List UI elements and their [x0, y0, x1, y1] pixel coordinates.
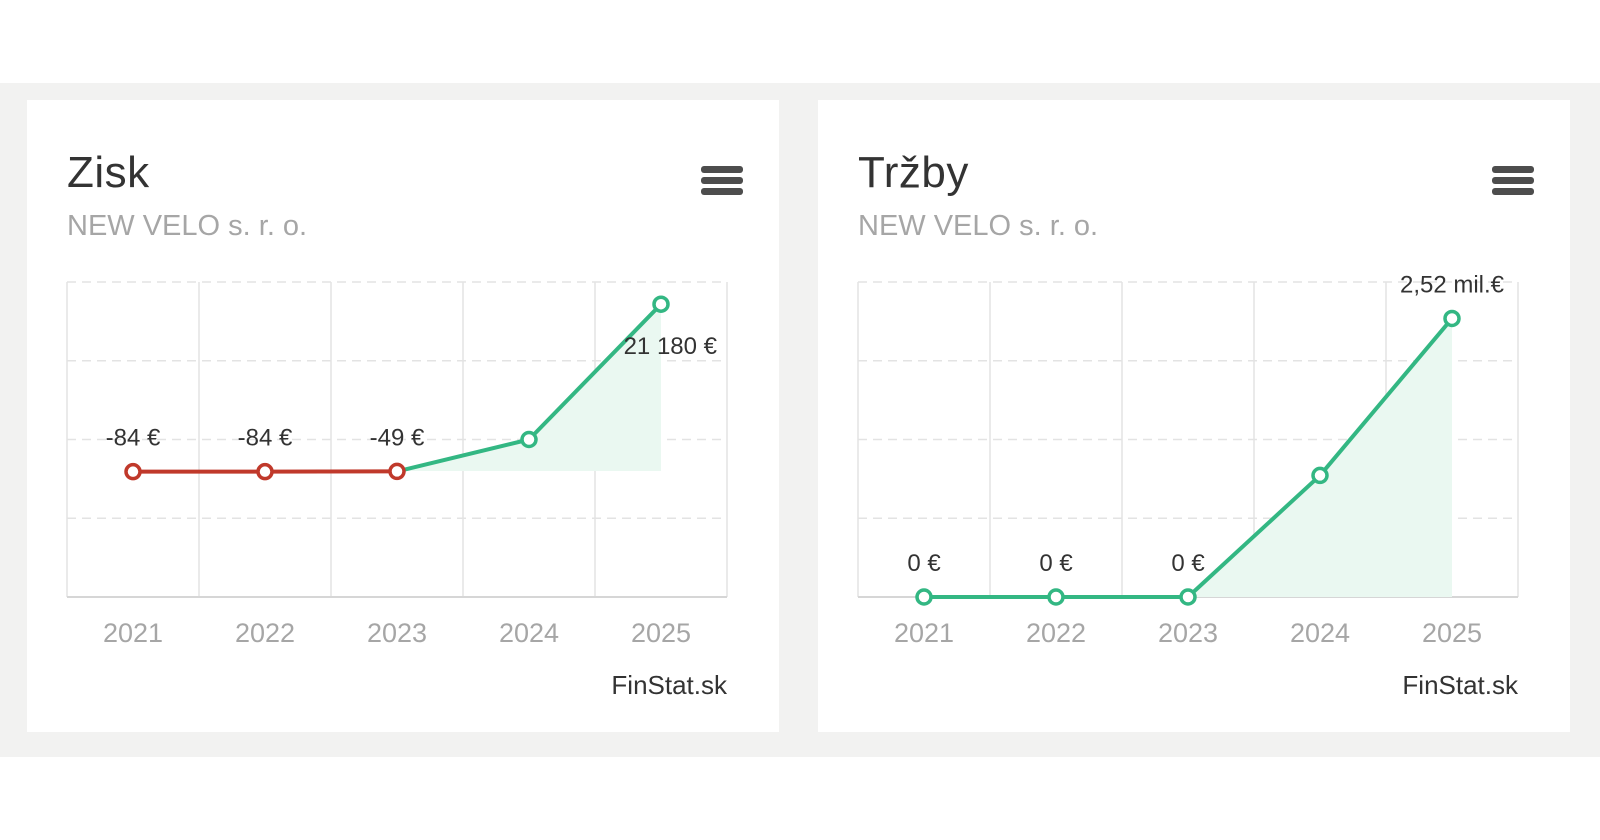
data-point — [388, 462, 406, 481]
chart-subtitle: NEW VELO s. r. o. — [67, 210, 308, 242]
profit-chart-card: Zisk NEW VELO s. r. o. -84 € -84 € -49 € 21… — [27, 100, 779, 732]
data-label: 0 € — [1171, 550, 1205, 577]
hamburger-menu-icon[interactable] — [701, 162, 743, 198]
data-label: -49 € — [370, 424, 425, 451]
x-tick-label: 2024 — [1290, 618, 1350, 648]
data-point — [1443, 309, 1461, 328]
profit-line-chart: -84 € -84 € -49 € 21 180 € 2021 2022 2023 2024 2… — [66, 281, 728, 648]
data-label: 21 180 € — [624, 333, 718, 360]
data-point — [652, 295, 670, 313]
x-tick-label: 2022 — [235, 618, 295, 648]
data-point — [1047, 588, 1065, 606]
finstat-credit-link[interactable]: FinStat.sk — [1402, 670, 1518, 700]
chart-subtitle: NEW VELO s. r. o. — [858, 210, 1099, 242]
x-tick-label: 2023 — [1158, 618, 1218, 648]
series-area — [397, 304, 661, 472]
chart-title: Zisk — [67, 148, 150, 197]
revenue-line-chart: 0 € 0 € 0 € 2,52 mil.€ 2021 2022 2023 2024 2025 — [857, 271, 1519, 648]
chart-title: Tržby — [858, 148, 969, 197]
data-point — [520, 430, 538, 449]
x-tick-label: 2021 — [894, 618, 954, 648]
hamburger-menu-icon[interactable] — [1492, 162, 1534, 198]
revenue-chart-card: Tržby NEW VELO s. r. o. 0 € 0 € 0 € 2,52 mi… — [818, 100, 1570, 732]
data-point — [915, 588, 933, 606]
x-tick-label: 2024 — [499, 618, 559, 648]
finstat-credit-link[interactable]: FinStat.sk — [611, 670, 727, 700]
data-label: 0 € — [1039, 550, 1073, 577]
x-tick-label: 2022 — [1026, 618, 1086, 648]
data-label: 2,52 mil.€ — [1400, 271, 1505, 298]
series-line-segment — [1318, 316, 1454, 478]
x-tick-label: 2021 — [103, 618, 163, 648]
series-line-segment — [395, 437, 531, 474]
series-line-segment — [527, 302, 663, 442]
series-line-segment — [1186, 473, 1322, 599]
x-tick-label: 2025 — [631, 618, 691, 648]
data-point — [1179, 588, 1197, 606]
data-label: 0 € — [907, 550, 941, 577]
data-label: -84 € — [238, 425, 293, 452]
data-label: -84 € — [106, 425, 161, 452]
x-tick-label: 2023 — [367, 618, 427, 648]
x-tick-label: 2025 — [1422, 618, 1482, 648]
data-point — [256, 462, 274, 481]
data-point — [124, 462, 142, 481]
series-area — [1188, 318, 1452, 597]
data-point — [1311, 466, 1329, 485]
